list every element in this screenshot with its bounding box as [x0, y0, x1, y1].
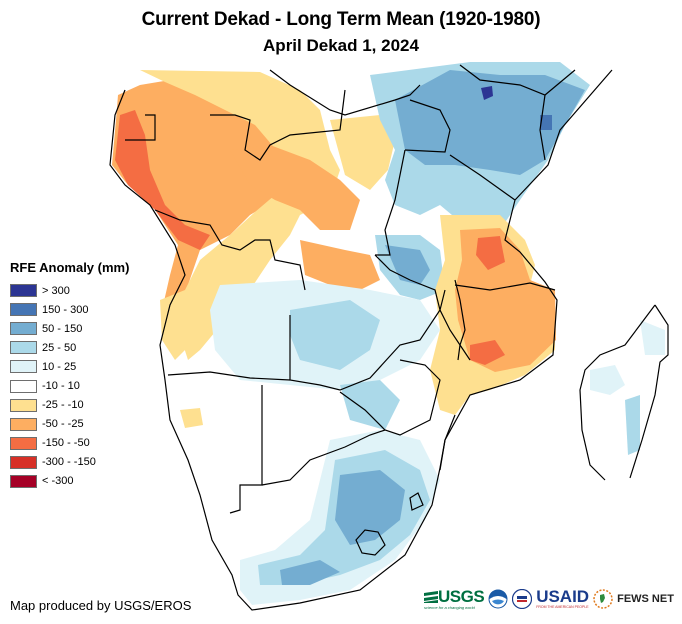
anomaly-wet-east-strong	[395, 70, 585, 175]
legend-item: -25 - -10	[10, 396, 129, 415]
legend-swatch	[10, 417, 37, 431]
legend-label: 150 - 300	[42, 303, 89, 316]
anomaly-dry-drc-south	[300, 240, 380, 290]
anomaly-wet-madagascar-west	[590, 365, 625, 395]
anomaly-wet-south-strong	[335, 470, 405, 545]
border-tz-moz	[454, 282, 556, 291]
border-eswatini	[409, 492, 424, 511]
legend-item: 25 - 50	[10, 338, 129, 357]
border-kenya-tz	[449, 154, 516, 201]
legend-item: -50 - -25	[10, 415, 129, 434]
legend-label: -150 - -50	[42, 437, 90, 450]
coastline-madagascar	[579, 304, 669, 481]
anomaly-mod-drc-east	[330, 115, 395, 190]
anomaly-dry-moz	[455, 228, 556, 372]
anomaly-dry-tz-strong	[476, 236, 505, 270]
usaid-seal-icon	[512, 589, 533, 609]
usgs-logo: USGS science for a changing world	[424, 587, 485, 610]
anomaly-wet-madagascar-north	[640, 320, 665, 355]
anomaly-wet-zim	[340, 380, 400, 430]
border-kenya-somalia	[539, 94, 546, 161]
fews-net-text: FEWS NET	[617, 593, 674, 605]
legend-swatch	[10, 436, 37, 450]
legend-title: RFE Anomaly (mm)	[10, 260, 130, 275]
anomaly-wet-zambia-mid	[290, 300, 380, 370]
usgs-text: USGS	[438, 587, 485, 606]
legend-item: -150 - -50	[10, 434, 129, 453]
legend-swatch	[10, 322, 37, 336]
map-title: Current Dekad - Long Term Mean (1920-198…	[141, 9, 541, 30]
legend-item: < -300	[10, 472, 129, 491]
legend-swatch	[10, 474, 37, 488]
legend-item: -300 - -150	[10, 453, 129, 472]
map-subtitle: April Dekad 1, 2024	[263, 36, 419, 55]
border-drc-congo	[210, 89, 346, 161]
noaa-logo-icon	[488, 589, 508, 609]
legend-label: -300 - -150	[42, 456, 96, 469]
legend-label: > 300	[42, 284, 70, 297]
anomaly-wet-south-coast	[280, 560, 340, 585]
partner-logos: USGS science for a changing world USAID …	[424, 588, 674, 610]
border-malawi	[439, 289, 461, 361]
fews-net-globe-icon	[593, 589, 613, 609]
legend-swatch	[10, 284, 37, 298]
usgs-tagline: science for a changing world	[424, 605, 475, 610]
anomaly-dry-west-strong	[115, 110, 210, 250]
legend: RFE Anomaly (mm) > 300 150 - 300 50 - 150 2…	[10, 260, 129, 491]
legend-swatch	[10, 341, 37, 355]
legend-label: -50 - -25	[42, 418, 84, 431]
legend-label: < -300	[42, 475, 74, 488]
legend-item: -10 - 10	[10, 376, 129, 395]
anomaly-mod-angola-coast	[160, 290, 195, 360]
border-ethiopia	[459, 64, 576, 96]
border-mozambique	[439, 279, 471, 471]
usaid-text: USAID	[536, 587, 590, 607]
border-angola-drc	[154, 209, 306, 291]
coastline-africa	[109, 69, 613, 611]
legend-label: -25 - -10	[42, 399, 84, 412]
anomaly-dry-moz-strong	[470, 340, 505, 365]
legend-item: > 300	[10, 281, 129, 300]
legend-label: -10 - 10	[42, 380, 80, 393]
border-gabon	[125, 114, 156, 141]
legend-swatch	[10, 455, 37, 469]
border-lesotho	[355, 529, 386, 556]
legend-item: 50 - 150	[10, 319, 129, 338]
legend-label: 50 - 150	[42, 322, 83, 335]
anomaly-map	[60, 58, 669, 611]
border-botswana-sa	[261, 429, 386, 486]
border-uganda	[404, 99, 451, 153]
legend-item: 150 - 300	[10, 300, 129, 319]
legend-swatch	[10, 379, 37, 393]
anomaly-moderate-west	[140, 70, 340, 360]
border-angola-south	[167, 371, 291, 381]
usaid-tagline: FROM THE AMERICAN PEOPLE	[536, 605, 589, 610]
border-namibia-botswana	[229, 385, 263, 514]
border-zambia	[289, 254, 441, 391]
legend-swatch	[10, 360, 37, 374]
anomaly-dry-drc	[230, 145, 360, 230]
border-drc-east	[375, 149, 406, 256]
coastlines-and-borders	[109, 64, 669, 611]
border-car	[269, 69, 421, 116]
map-credit: Map produced by USGS/EROS	[10, 598, 192, 613]
legend-label: 25 - 50	[42, 341, 77, 354]
legend-swatch	[10, 398, 37, 412]
anomaly-wet-kenya-core	[540, 115, 552, 130]
legend-label: 10 - 25	[42, 360, 77, 373]
anomaly-wet-ethiopia-peak	[481, 86, 493, 100]
border-zimbabwe	[339, 359, 441, 436]
usgs-wave-icon	[424, 590, 438, 603]
usaid-logo: USAID FROM THE AMERICAN PEOPLE	[536, 588, 589, 610]
anomaly-fills	[112, 62, 665, 605]
anomaly-mod-namibia	[180, 408, 203, 428]
anomaly-wet-madagascar-east	[625, 395, 640, 455]
anomaly-wet-central-strong	[385, 245, 430, 285]
legend-swatch	[10, 303, 37, 317]
legend-item: 10 - 25	[10, 357, 129, 376]
